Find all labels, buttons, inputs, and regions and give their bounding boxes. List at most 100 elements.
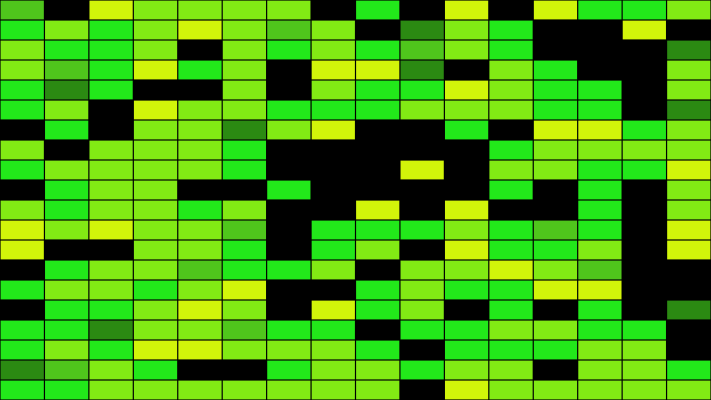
tile [489, 160, 533, 180]
tile [533, 180, 578, 200]
tile [400, 260, 444, 280]
tile [444, 160, 489, 180]
tile [622, 280, 666, 300]
tile [578, 300, 622, 320]
tile [311, 120, 355, 140]
tile [311, 200, 355, 220]
tile [178, 20, 222, 40]
tile [356, 200, 400, 220]
tile [400, 240, 444, 260]
tile [133, 280, 178, 300]
tile [311, 380, 355, 400]
tile [0, 60, 44, 80]
tile [444, 260, 489, 280]
tile [311, 180, 355, 200]
tile [222, 20, 267, 40]
tile [89, 180, 133, 200]
tile [45, 160, 89, 180]
tile [311, 220, 355, 240]
tile [533, 120, 578, 140]
tile [444, 380, 489, 400]
tile [222, 220, 267, 240]
tile [133, 100, 178, 120]
tile [622, 120, 666, 140]
tile [89, 200, 133, 220]
tile [222, 380, 267, 400]
tile [444, 40, 489, 60]
tile [444, 240, 489, 260]
tile [489, 20, 533, 40]
tile [0, 240, 44, 260]
tile [444, 360, 489, 380]
tile [0, 380, 44, 400]
tile [444, 60, 489, 80]
tile [45, 280, 89, 300]
tile [178, 360, 222, 380]
tile [0, 80, 44, 100]
tile [311, 0, 355, 20]
tile [444, 280, 489, 300]
tile [267, 40, 311, 60]
tile [89, 0, 133, 20]
tile [222, 280, 267, 300]
tile [533, 140, 578, 160]
tile [578, 280, 622, 300]
tile [222, 80, 267, 100]
tile [489, 80, 533, 100]
tile [356, 60, 400, 80]
tile [533, 40, 578, 60]
tile [267, 100, 311, 120]
tile [267, 220, 311, 240]
tile [667, 280, 711, 300]
tile [667, 20, 711, 40]
tile [489, 220, 533, 240]
tile [444, 20, 489, 40]
tile [0, 140, 44, 160]
tile [356, 140, 400, 160]
tile [89, 220, 133, 240]
tile [489, 280, 533, 300]
tile [0, 100, 44, 120]
tile [489, 260, 533, 280]
tile [222, 300, 267, 320]
tile [311, 320, 355, 340]
tile [356, 120, 400, 140]
tile [444, 120, 489, 140]
tile [222, 100, 267, 120]
tile [489, 120, 533, 140]
tile [667, 140, 711, 160]
tile [489, 340, 533, 360]
tile [267, 180, 311, 200]
tile [89, 280, 133, 300]
tile [578, 180, 622, 200]
tile [356, 20, 400, 40]
tile [133, 80, 178, 100]
tile [578, 360, 622, 380]
tile [578, 240, 622, 260]
tile [267, 160, 311, 180]
tile [178, 100, 222, 120]
tile [400, 320, 444, 340]
tile [89, 20, 133, 40]
tile [400, 200, 444, 220]
tile [178, 260, 222, 280]
tile [45, 60, 89, 80]
tile [400, 300, 444, 320]
tile [533, 160, 578, 180]
tile [578, 340, 622, 360]
tile [533, 260, 578, 280]
tile [178, 120, 222, 140]
tile [667, 240, 711, 260]
tile [133, 180, 178, 200]
tile [578, 80, 622, 100]
tile [133, 120, 178, 140]
tile [578, 220, 622, 240]
tile [178, 0, 222, 20]
tile [622, 180, 666, 200]
tile [444, 180, 489, 200]
tile [267, 60, 311, 80]
tile [578, 40, 622, 60]
tile [444, 320, 489, 340]
tile [667, 60, 711, 80]
tile [45, 40, 89, 60]
